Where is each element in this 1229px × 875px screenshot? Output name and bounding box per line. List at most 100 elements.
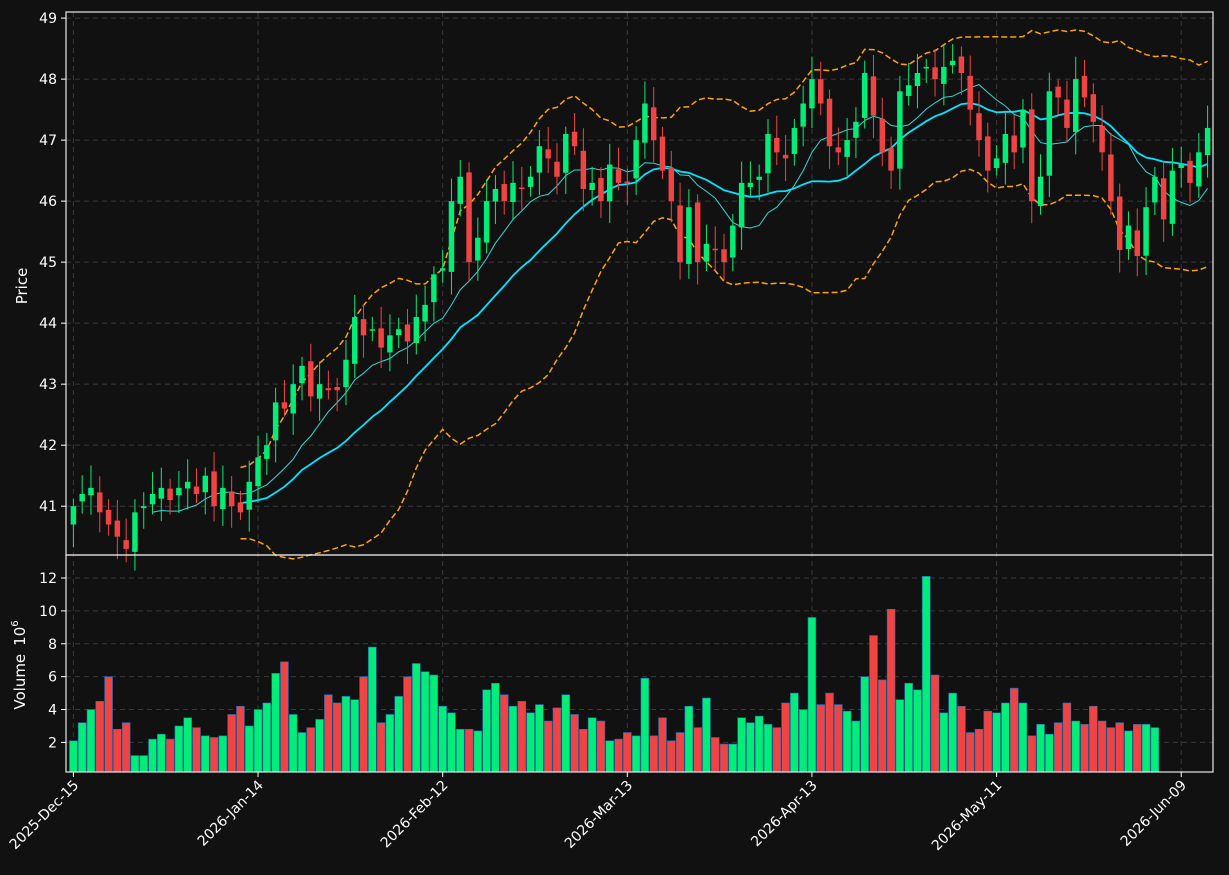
- candle-body: [703, 243, 710, 262]
- candle-body: [923, 66, 929, 69]
- candle-body: [905, 85, 912, 96]
- candle-body: [158, 487, 165, 499]
- volume-bar: [113, 728, 122, 773]
- volume-bar: [1124, 730, 1133, 773]
- volume-bar: [1053, 722, 1063, 773]
- candle-body: [747, 182, 754, 188]
- volume-bar: [491, 682, 500, 773]
- volume-bar: [499, 694, 509, 773]
- volume-bar: [271, 673, 280, 773]
- volume-bar: [702, 697, 711, 773]
- candle-body: [246, 481, 252, 510]
- volume-bar: [517, 701, 527, 773]
- candle-body: [457, 176, 463, 204]
- volume-bar: [728, 743, 738, 773]
- volume-bar: [482, 689, 491, 773]
- candle-body: [325, 388, 332, 391]
- candle-body: [826, 98, 833, 147]
- volume-bar: [95, 701, 105, 773]
- price-tick-label: 45: [39, 255, 57, 271]
- volume-bar: [930, 674, 940, 773]
- candle-body: [352, 317, 358, 364]
- volume-bar: [834, 704, 843, 773]
- candle-body: [571, 131, 578, 147]
- candle-body: [483, 201, 490, 243]
- volume-bar: [992, 712, 1001, 773]
- volume-bar: [183, 717, 192, 773]
- candle-body: [976, 113, 982, 141]
- candle-body: [949, 60, 956, 66]
- volume-panel-frame: [65, 554, 1214, 773]
- volume-bar: [1071, 720, 1080, 773]
- volume-bar: [895, 699, 905, 773]
- volume-bar: [227, 714, 236, 773]
- volume-bar: [579, 728, 588, 773]
- moving-average-slow-line: [240, 102, 1208, 504]
- volume-bar: [658, 717, 667, 773]
- candle-body: [378, 328, 384, 348]
- volume-bar: [86, 709, 96, 773]
- volume-tick-label: 2: [48, 735, 57, 751]
- candle-body: [633, 140, 639, 179]
- volume-bar: [869, 635, 878, 773]
- candle-body: [114, 520, 121, 537]
- candle-body: [167, 488, 173, 501]
- volume-bar: [157, 733, 166, 773]
- volume-bar: [948, 692, 957, 773]
- volume-bar: [376, 722, 386, 773]
- volume-bar: [675, 732, 685, 773]
- candle-body: [835, 147, 842, 153]
- candle-body: [1099, 125, 1105, 153]
- volume-bar: [825, 692, 834, 773]
- price-tick-label: 43: [39, 377, 57, 393]
- candle-body: [404, 324, 411, 342]
- candle-body: [712, 248, 718, 251]
- volume-bar: [244, 725, 254, 773]
- candle-body: [1116, 196, 1123, 250]
- candle-body: [492, 188, 499, 202]
- price-tick-label: 44: [39, 316, 57, 332]
- volume-bar: [781, 702, 790, 773]
- volume-bar: [790, 692, 799, 773]
- volume-bar: [957, 705, 966, 773]
- candle-body: [448, 201, 455, 272]
- date-tick-label: 2026-Jan-14: [195, 777, 267, 849]
- candle-body: [290, 384, 296, 414]
- candle-body: [475, 237, 481, 261]
- price-grid: [66, 12, 1213, 772]
- volume-bar: [921, 576, 931, 773]
- volume-bar: [754, 715, 764, 773]
- candle-body: [1108, 154, 1114, 202]
- volume-bar: [1106, 727, 1116, 773]
- candle-body: [1081, 75, 1088, 98]
- volume-bar: [1009, 687, 1019, 773]
- candle-body: [184, 481, 191, 489]
- candle-body: [1064, 99, 1070, 128]
- candle-body: [598, 177, 604, 202]
- volume-bar: [394, 696, 403, 773]
- volume-bar: [526, 712, 535, 773]
- volume-bar: [1089, 705, 1098, 773]
- candle-body: [650, 107, 657, 141]
- candle-body: [176, 487, 182, 496]
- price-tick-label: 46: [39, 194, 57, 210]
- volume-bar: [596, 720, 606, 773]
- candle-body: [932, 67, 938, 80]
- candle-body: [659, 136, 666, 171]
- volume-bar: [570, 714, 579, 773]
- candle-body: [589, 182, 595, 191]
- volume-axis-label: Volume106: [10, 620, 29, 709]
- volume-bar: [798, 709, 808, 773]
- volume-bar: [1045, 733, 1054, 773]
- price-y-ticks: 41 42 43 44 45 46 47 48 49: [39, 11, 66, 515]
- candle-body: [1002, 134, 1009, 163]
- candle-body: [1196, 152, 1202, 187]
- candle-body: [958, 56, 965, 74]
- volume-bar: [913, 689, 922, 773]
- candle-body: [1090, 94, 1097, 122]
- volume-bar: [939, 712, 949, 773]
- candle-body: [264, 445, 270, 459]
- volume-bar: [324, 694, 333, 773]
- volume-bar: [1027, 735, 1037, 773]
